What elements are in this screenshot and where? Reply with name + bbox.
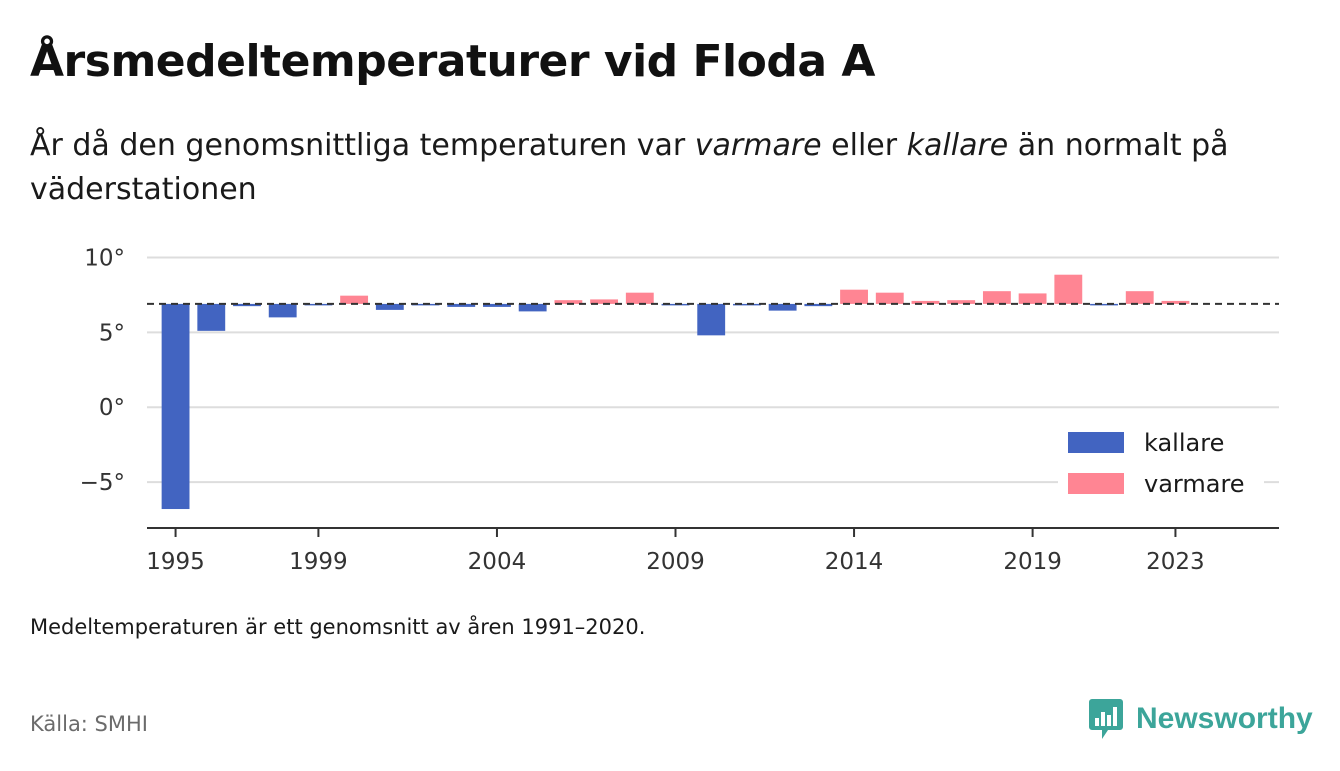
bar bbox=[875, 292, 904, 304]
bar bbox=[732, 303, 761, 306]
bar bbox=[1125, 291, 1154, 304]
bar bbox=[197, 303, 226, 331]
y-tick-label: −5° bbox=[80, 470, 125, 496]
bar bbox=[590, 299, 619, 304]
bar bbox=[697, 303, 726, 336]
y-tick-label: 0° bbox=[99, 395, 125, 421]
legend-label: varmare bbox=[1144, 470, 1245, 498]
bar bbox=[911, 300, 940, 304]
x-axis-ticks: 1995 1999 2004 2009 2014 2019 2023 bbox=[146, 528, 1205, 575]
temperature-bar-chart: 10°5°0°−5° 1995 1999 2004 2009 2014 2019 2023 … bbox=[80, 245, 1279, 575]
subtitle-warm-word: varmare bbox=[694, 128, 822, 163]
legend-swatch bbox=[1068, 473, 1124, 494]
bar bbox=[340, 295, 369, 304]
y-axis-tick-labels: 10° 5° 0° −5° bbox=[80, 245, 125, 496]
bar bbox=[447, 303, 476, 307]
bar bbox=[768, 303, 797, 311]
chart-subtitle: År då den genomsnittliga temperaturen va… bbox=[30, 124, 1300, 212]
bar bbox=[375, 303, 404, 310]
bar bbox=[625, 292, 654, 304]
subtitle-part-3: än normalt på väderstationen bbox=[30, 128, 1229, 207]
newsworthy-logo-icon bbox=[1089, 699, 1123, 739]
bar bbox=[233, 303, 261, 307]
y-tick-label: 10° bbox=[84, 245, 125, 271]
bar bbox=[1161, 300, 1190, 304]
x-tick-label: 2014 bbox=[825, 549, 884, 575]
subtitle-part-1: År då den genomsnittliga temperaturen va… bbox=[30, 128, 695, 163]
legend-label: kallare bbox=[1144, 429, 1224, 457]
bar bbox=[483, 303, 511, 307]
subtitle-cold-word: kallare bbox=[906, 128, 1009, 163]
y-tick-label: 5° bbox=[99, 320, 125, 346]
bar bbox=[268, 303, 297, 318]
x-tick-label: 1999 bbox=[289, 549, 348, 575]
legend: kallare varmare bbox=[1058, 420, 1264, 506]
chart-title: Årsmedeltemperaturer vid Floda A bbox=[30, 36, 875, 87]
bar bbox=[947, 300, 976, 304]
x-tick-label: 2019 bbox=[1003, 549, 1062, 575]
bar bbox=[1054, 274, 1083, 304]
newsworthy-logo-text: Newsworthy bbox=[1136, 702, 1313, 735]
bar bbox=[518, 303, 547, 312]
bars bbox=[161, 274, 1190, 510]
x-tick-label: 2004 bbox=[468, 549, 527, 575]
x-tick-label: 2023 bbox=[1146, 549, 1205, 575]
source-credit: Källa: SMHI bbox=[30, 712, 148, 736]
bar bbox=[161, 303, 190, 510]
x-tick-label: 1995 bbox=[146, 549, 205, 575]
bar bbox=[554, 300, 583, 304]
newsworthy-logo: Newsworthy bbox=[1088, 697, 1313, 741]
bar bbox=[1018, 293, 1047, 304]
legend-swatch bbox=[1068, 432, 1124, 453]
subtitle-part-2: eller bbox=[821, 128, 907, 163]
bar bbox=[840, 289, 868, 304]
x-tick-label: 2009 bbox=[646, 549, 705, 575]
bar bbox=[1090, 303, 1118, 306]
bar bbox=[982, 291, 1011, 304]
bar bbox=[804, 303, 833, 307]
footnote: Medeltemperaturen är ett genomsnitt av å… bbox=[30, 615, 646, 639]
